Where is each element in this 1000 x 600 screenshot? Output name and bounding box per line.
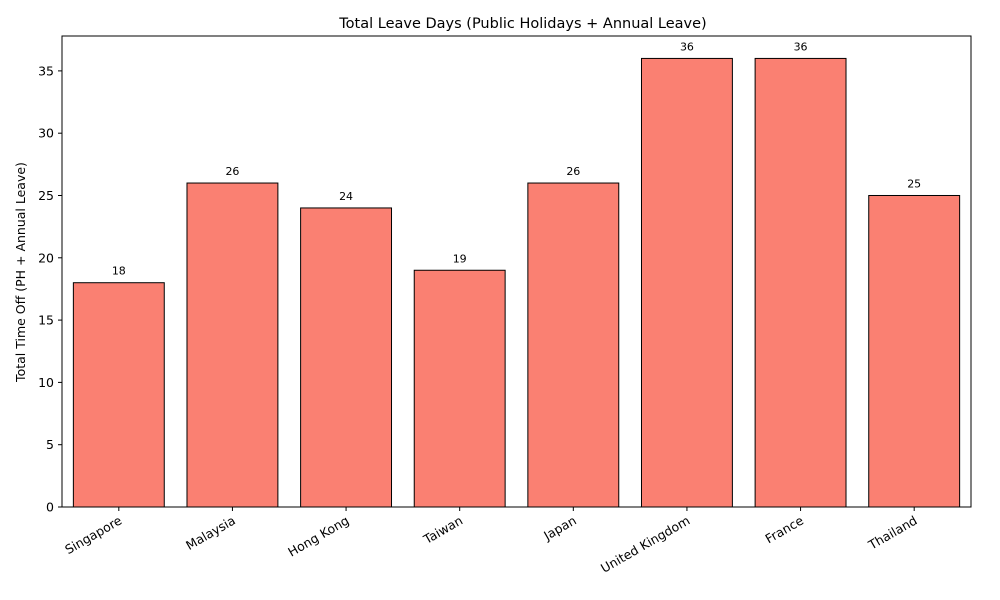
data-label: 36 bbox=[680, 40, 694, 53]
data-labels-group: 18 26 24 19 26 36 36 25 bbox=[112, 40, 921, 277]
y-tick-label: 15 bbox=[38, 313, 54, 328]
chart-title: Total Leave Days (Public Holidays + Annu… bbox=[338, 16, 706, 32]
data-label: 26 bbox=[566, 165, 580, 178]
x-tick-label: France bbox=[763, 512, 807, 546]
x-tick-label: Hong Kong bbox=[285, 513, 351, 560]
x-tick-label: Malaysia bbox=[183, 513, 238, 553]
x-tick-label: Japan bbox=[540, 513, 579, 544]
x-axis-ticks: Singapore Malaysia Hong Kong Taiwan Japan Uni… bbox=[62, 507, 920, 576]
x-tick-label: Thailand bbox=[865, 513, 920, 553]
y-tick-label: 10 bbox=[38, 375, 54, 390]
bar-malaysia bbox=[186, 182, 279, 508]
bar-thailand bbox=[868, 194, 961, 508]
x-tick-label: United Kingdom bbox=[598, 513, 692, 576]
y-tick-label: 25 bbox=[38, 188, 54, 203]
data-label: 26 bbox=[225, 165, 239, 178]
bar-united-kingdom bbox=[640, 57, 733, 508]
bar-france bbox=[754, 57, 847, 508]
y-tick-label: 35 bbox=[38, 63, 54, 78]
y-tick-label: 0 bbox=[46, 500, 54, 515]
bar-hong-kong bbox=[300, 207, 393, 508]
bars-group bbox=[72, 57, 961, 508]
x-tick-label: Singapore bbox=[62, 512, 124, 557]
bar-japan bbox=[527, 182, 620, 508]
data-label: 25 bbox=[907, 177, 921, 190]
bar-taiwan bbox=[413, 269, 506, 508]
data-label: 36 bbox=[794, 40, 808, 53]
y-tick-label: 5 bbox=[46, 437, 54, 452]
y-tick-label: 30 bbox=[38, 126, 54, 141]
data-label: 18 bbox=[112, 265, 126, 278]
data-label: 24 bbox=[339, 190, 353, 203]
x-tick-label: Taiwan bbox=[420, 513, 465, 548]
y-tick-label: 20 bbox=[38, 250, 54, 265]
y-axis-ticks: 0 5 10 15 20 25 30 35 bbox=[38, 63, 62, 515]
y-axis-label: Total Time Off (PH + Annual Leave) bbox=[13, 162, 28, 383]
data-label: 19 bbox=[453, 252, 467, 265]
plot-frame bbox=[61, 35, 972, 508]
bar-singapore bbox=[72, 282, 165, 508]
